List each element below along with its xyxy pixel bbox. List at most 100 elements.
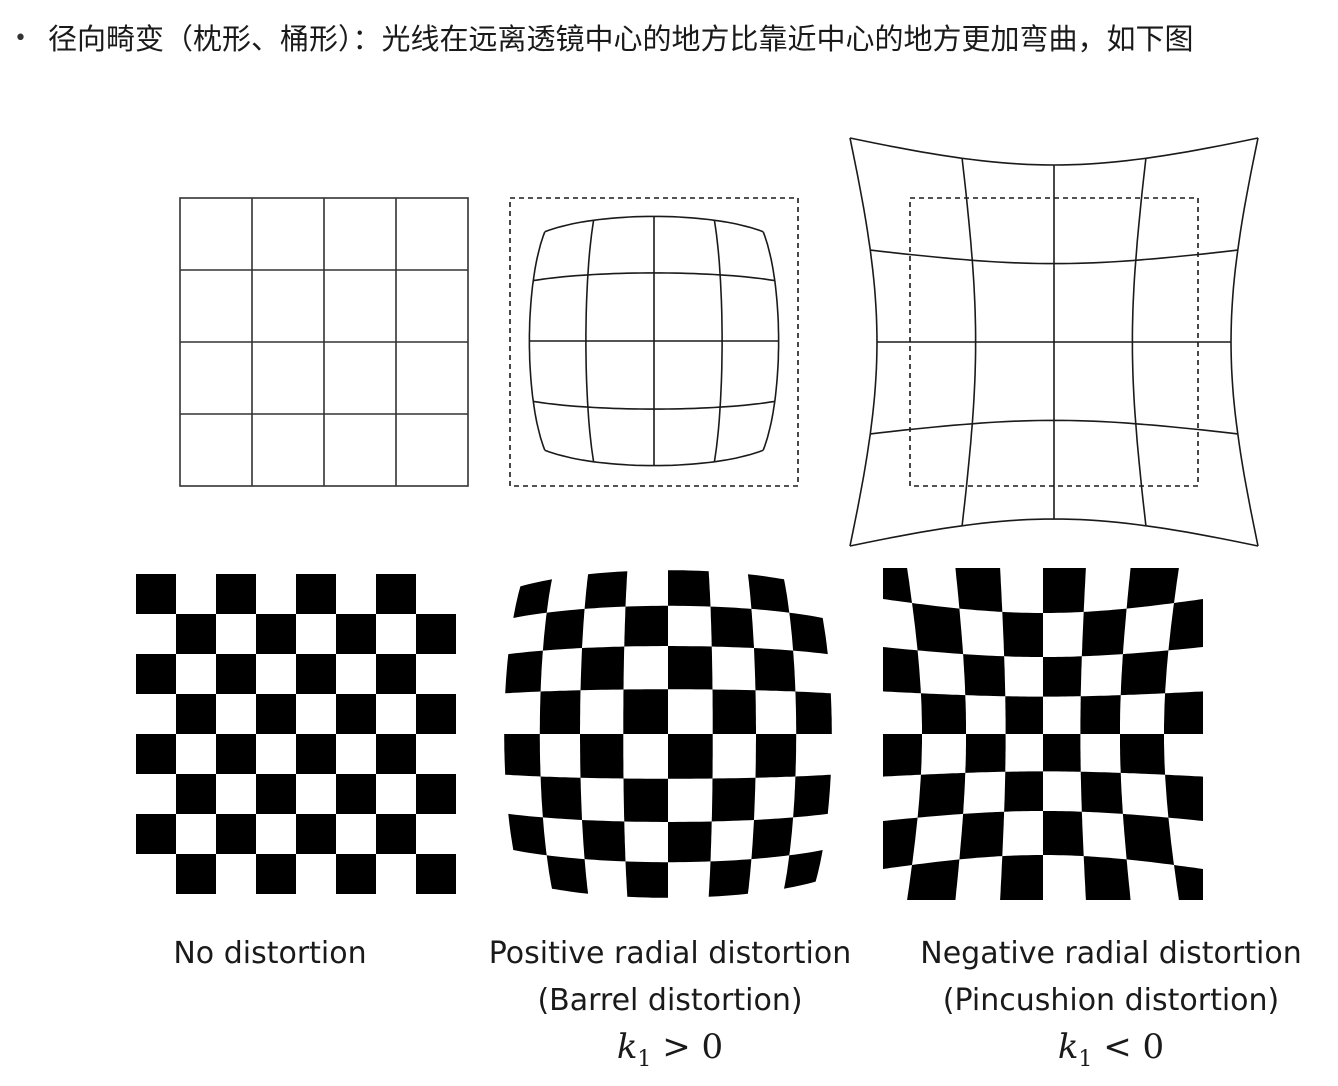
checker-square bbox=[136, 574, 176, 614]
checker-square bbox=[1004, 771, 1043, 812]
checker-square bbox=[336, 614, 376, 654]
checker-square bbox=[963, 654, 1006, 697]
caption-k1-condition: k1 > 0 bbox=[460, 1024, 880, 1072]
caption-subtitle: (Barrel distortion) bbox=[537, 983, 803, 1018]
checker-square bbox=[582, 820, 626, 862]
checker-square bbox=[508, 813, 547, 856]
caption-label: No distortion bbox=[173, 936, 367, 971]
checker-square bbox=[624, 605, 668, 647]
checker-square bbox=[1081, 608, 1127, 657]
checker-square bbox=[883, 647, 921, 694]
checker-square bbox=[176, 854, 216, 894]
checker-square bbox=[296, 814, 336, 854]
grid-undistorted bbox=[179, 197, 469, 487]
k-symbol: k bbox=[1057, 1027, 1079, 1067]
k-relation: > 0 bbox=[651, 1027, 724, 1067]
checkerboard-undistorted bbox=[136, 574, 456, 894]
curved-grid-line bbox=[533, 400, 775, 410]
checker-square bbox=[416, 854, 456, 894]
checker-square bbox=[711, 777, 756, 822]
checker-square bbox=[505, 650, 543, 694]
checker-square bbox=[920, 693, 966, 734]
checker-square bbox=[336, 694, 376, 734]
heading-text: 径向畸变（枕形、桶形）：光线在远离透镜中心的地方比靠近中心的地方更加弯曲，如下图 bbox=[48, 22, 1194, 56]
checker-square bbox=[580, 734, 624, 779]
curved-grid-line bbox=[1230, 137, 1259, 547]
checker-square bbox=[883, 734, 922, 777]
checker-square bbox=[784, 850, 823, 889]
curved-grid-line bbox=[544, 449, 764, 467]
checker-square bbox=[751, 817, 794, 860]
checker-square bbox=[546, 855, 589, 894]
caption-barrel: Positive radial distortion (Barrel disto… bbox=[460, 930, 880, 1072]
checker-square bbox=[907, 859, 960, 900]
checker-square bbox=[176, 774, 216, 814]
k-subscript: 1 bbox=[1078, 1046, 1093, 1072]
checker-square bbox=[1043, 568, 1086, 613]
checker-square bbox=[793, 774, 831, 818]
checker-square bbox=[712, 689, 756, 734]
checker-square bbox=[883, 568, 912, 603]
checker-square bbox=[668, 734, 713, 779]
bullet-heading: • 径向畸变（枕形、桶形）：光线在远离透镜中心的地方比靠近中心的地方更加弯曲，如… bbox=[14, 14, 1194, 64]
checker-square bbox=[376, 574, 416, 614]
checker-square bbox=[1168, 598, 1203, 651]
caption-k1-condition: k1 < 0 bbox=[898, 1024, 1324, 1072]
curved-grid-line bbox=[713, 220, 723, 462]
checker-square bbox=[513, 579, 552, 618]
checker-square bbox=[955, 568, 1003, 612]
checker-square bbox=[540, 776, 582, 820]
checker-square bbox=[584, 571, 628, 609]
checker-square bbox=[754, 648, 796, 692]
checker-square bbox=[795, 691, 832, 734]
checker-square bbox=[668, 821, 712, 863]
checker-square bbox=[1120, 650, 1169, 696]
checker-square bbox=[136, 814, 176, 854]
checker-square bbox=[1043, 656, 1082, 697]
checker-square bbox=[755, 734, 797, 778]
checker-square bbox=[256, 774, 296, 814]
checker-square bbox=[136, 654, 176, 694]
k-symbol: k bbox=[616, 1027, 638, 1067]
curved-grid-line bbox=[849, 518, 1259, 547]
checker-square bbox=[136, 734, 176, 774]
checker-square bbox=[1120, 734, 1166, 775]
caption-no-distortion: No distortion bbox=[120, 930, 420, 977]
curved-grid-line bbox=[849, 137, 1259, 166]
checker-square bbox=[504, 734, 541, 777]
caption-label: Positive radial distortion bbox=[488, 936, 852, 971]
caption-label: Negative radial distortion bbox=[920, 936, 1302, 971]
checker-square bbox=[539, 690, 581, 734]
checker-square bbox=[176, 694, 216, 734]
checkerboard-barrel bbox=[504, 570, 832, 898]
checker-square bbox=[1080, 695, 1121, 734]
checker-square bbox=[216, 654, 256, 694]
pincushion-clipped-board bbox=[883, 568, 1203, 900]
checker-square bbox=[256, 854, 296, 894]
checker-square bbox=[625, 861, 668, 898]
checker-square bbox=[1165, 774, 1203, 821]
checker-square bbox=[256, 694, 296, 734]
checker-square bbox=[1174, 865, 1203, 900]
checker-square bbox=[912, 603, 964, 655]
dashed-reference-frame bbox=[509, 197, 799, 487]
checker-square bbox=[1043, 734, 1081, 772]
checker-square bbox=[216, 734, 256, 774]
checker-square bbox=[256, 614, 296, 654]
checker-square bbox=[747, 574, 790, 613]
checker-square bbox=[623, 778, 668, 822]
grid-barrel bbox=[509, 197, 799, 487]
curved-grid-line bbox=[762, 231, 780, 451]
checker-square bbox=[1000, 855, 1043, 900]
checker-square bbox=[416, 774, 456, 814]
checker-square bbox=[1126, 568, 1179, 609]
checker-square bbox=[1164, 691, 1203, 734]
checker-square bbox=[959, 811, 1005, 860]
checker-square bbox=[376, 814, 416, 854]
checker-square bbox=[623, 689, 668, 734]
checker-square bbox=[883, 817, 918, 870]
checker-square bbox=[1005, 696, 1043, 734]
checker-square bbox=[789, 612, 828, 655]
checker-square bbox=[965, 734, 1006, 773]
